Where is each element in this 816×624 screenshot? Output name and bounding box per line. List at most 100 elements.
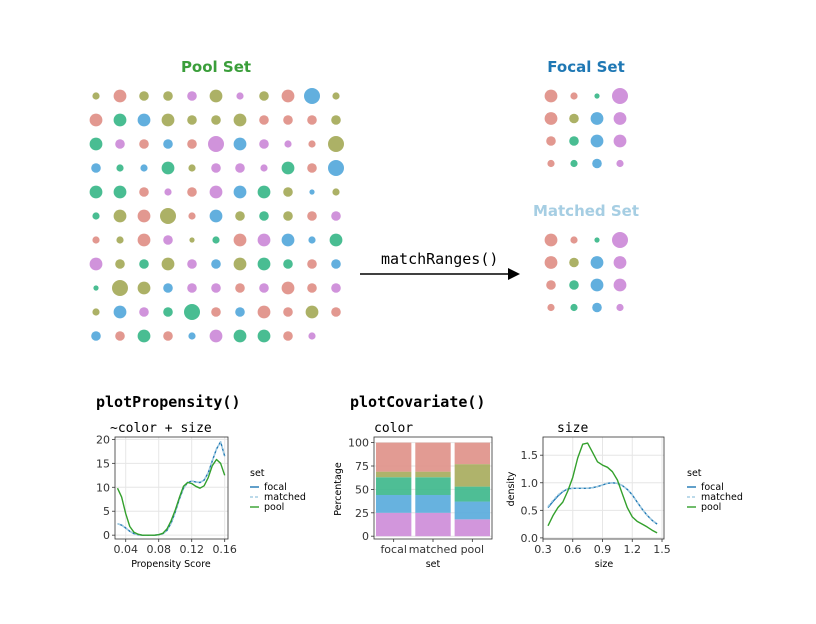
- pool-dot: [93, 285, 99, 291]
- pool-dot: [307, 115, 317, 125]
- legend-title: set: [250, 468, 265, 479]
- legend-label-focal: focal: [264, 482, 287, 493]
- pool-dot: [308, 332, 316, 340]
- focal-dot-grid: [544, 88, 628, 169]
- pool-dot: [283, 259, 293, 269]
- bar-segment-red: [415, 442, 451, 472]
- pool-dot: [116, 236, 124, 244]
- pool-dot: [115, 139, 125, 149]
- pool-dot: [137, 281, 151, 295]
- focal-dot: [592, 158, 602, 169]
- matched-dot: [547, 303, 555, 312]
- pool-dot: [233, 257, 247, 271]
- propensity-density-plot: 0.04 0.08 0.12 0.16 0 5 10 15 20: [96, 433, 237, 556]
- x-tick-label: pool: [461, 543, 485, 556]
- matched-dot: [590, 278, 604, 292]
- series-line-matched: [547, 482, 658, 525]
- y-tick-label: 100: [348, 437, 369, 450]
- series-line-matched: [117, 441, 226, 536]
- pool-dot: [91, 331, 101, 341]
- pool-dot: [308, 236, 316, 244]
- pool-dot: [89, 113, 103, 127]
- legend-label-pool: pool: [701, 502, 721, 513]
- legend-label-matched: matched: [264, 492, 306, 503]
- pool-dot: [233, 185, 247, 199]
- propensity-subtitle: ~color + size: [110, 421, 212, 436]
- pool-dot: [139, 307, 149, 317]
- pool-dot: [257, 305, 271, 319]
- pool-dot: [257, 233, 271, 247]
- x-tick-label: 0.12: [179, 543, 204, 556]
- bar-segment-green: [454, 486, 491, 502]
- pool-dot: [257, 329, 271, 343]
- pool-dot: [163, 235, 173, 245]
- bar-segment-purple: [375, 512, 412, 537]
- pool-dot: [187, 91, 197, 101]
- y-tick-label: 15: [96, 457, 110, 470]
- focal-dot: [546, 136, 556, 146]
- pool-dot: [112, 280, 128, 296]
- pool-dot: [89, 257, 103, 271]
- pool-dot: [331, 283, 341, 293]
- plot-propensity-label: plotPropensity(): [96, 393, 241, 411]
- pool-dot: [113, 113, 127, 127]
- pool-dot: [92, 308, 100, 316]
- x-tick-label: focal: [380, 543, 406, 556]
- legend-label-pool: pool: [264, 502, 284, 513]
- pool-dot: [139, 259, 149, 269]
- pool-dot: [92, 92, 100, 100]
- pool-dot: [211, 259, 221, 269]
- y-tick-label: 0: [362, 530, 369, 543]
- bar-ylabel: Percentage: [333, 462, 344, 516]
- pool-dot: [161, 161, 175, 175]
- pool-dot: [307, 259, 317, 269]
- matched-dot: [613, 256, 627, 269]
- pool-dot: [308, 140, 316, 148]
- pool-dot: [163, 283, 173, 293]
- x-tick-label: 0.6: [564, 543, 582, 556]
- focal-set-title: Focal Set: [547, 58, 624, 76]
- pool-dot: [283, 331, 293, 341]
- pool-dot: [281, 281, 295, 295]
- bar-segment-olive: [454, 464, 491, 487]
- pool-dot: [163, 331, 173, 341]
- y-tick-label: 5: [103, 505, 110, 518]
- focal-dot: [569, 136, 579, 146]
- pool-dot: [332, 92, 340, 100]
- pool-dot: [188, 332, 196, 340]
- matched-dot: [569, 280, 579, 290]
- legend-label-focal: focal: [701, 482, 724, 493]
- pool-dot: [163, 91, 173, 101]
- pool-dot: [305, 305, 319, 319]
- propensity-xlabel: Propensity Score: [131, 559, 211, 570]
- pool-dot: [283, 211, 293, 221]
- pool-dot: [89, 185, 103, 199]
- pool-set-title: Pool Set: [181, 58, 251, 76]
- match-arrow-head: [508, 268, 520, 280]
- pool-dot-grid: [89, 88, 344, 343]
- pool-dot: [236, 92, 244, 100]
- size-subtitle: size: [557, 421, 588, 436]
- pool-dot: [140, 164, 148, 172]
- pool-dot: [187, 283, 197, 293]
- y-tick-label: 75: [355, 460, 369, 473]
- y-tick-label: 1.5: [521, 449, 539, 462]
- pool-dot: [332, 188, 340, 196]
- bar-segment-blue: [454, 501, 491, 520]
- pool-dot: [189, 237, 195, 243]
- pool-dot: [304, 88, 320, 104]
- pool-dot: [328, 136, 344, 152]
- y-tick-label: 25: [355, 507, 369, 520]
- pool-dot: [92, 236, 100, 244]
- pool-dot: [139, 187, 149, 197]
- pool-dot: [211, 307, 221, 317]
- pool-dot: [139, 139, 149, 149]
- matched-dot-grid: [544, 232, 628, 313]
- plot-background: [543, 437, 664, 539]
- pool-dot: [188, 164, 196, 172]
- pool-dot: [331, 259, 341, 269]
- bar-segment-red: [375, 442, 412, 472]
